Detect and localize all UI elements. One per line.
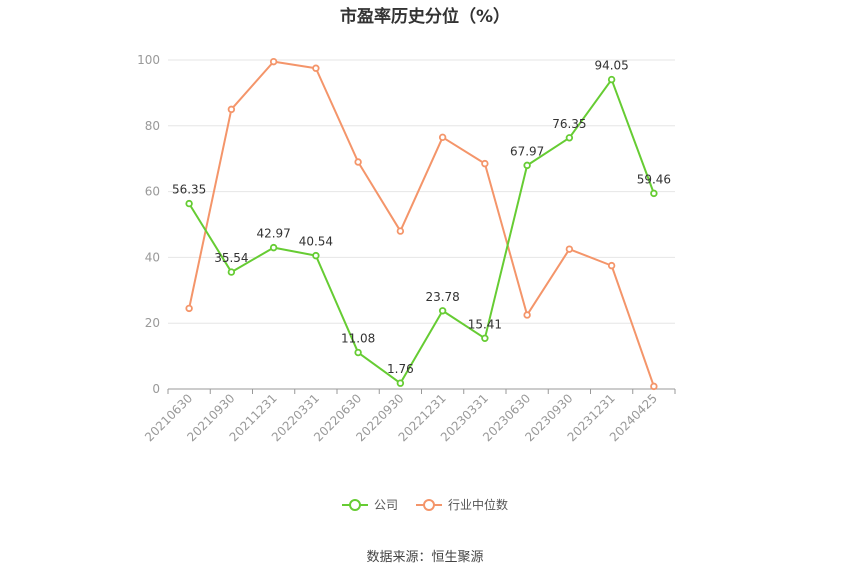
y-tick-label: 60 [145, 185, 160, 199]
series-point-1 [650, 382, 658, 391]
series-point-1 [227, 105, 236, 114]
data-label: 35.54 [214, 251, 248, 265]
data-label: 42.97 [256, 227, 290, 241]
y-tick-label: 40 [145, 250, 160, 264]
y-tick-label: 100 [137, 53, 160, 67]
data-label: 76.35 [552, 117, 586, 131]
series-point-1 [481, 159, 489, 168]
series-point-0 [227, 268, 236, 276]
chart-title: 市盈率历史分位（%） [339, 7, 511, 27]
series-point-0 [185, 199, 193, 208]
series-point-0 [438, 307, 447, 315]
series-point-1 [607, 261, 616, 270]
legend: 公司 行业中位数 [0, 496, 850, 513]
series-line-0 [188, 78, 655, 385]
legend-swatch-company [341, 498, 368, 511]
series-point-0 [523, 161, 531, 170]
series-point-0 [607, 75, 616, 84]
series-point-1 [523, 311, 531, 319]
series-point-1 [312, 64, 320, 72]
y-tick-label: 20 [145, 316, 160, 330]
series-point-1 [185, 304, 193, 313]
series-point-1 [396, 227, 405, 235]
series-point-0 [396, 379, 405, 387]
data-label: 11.08 [341, 332, 375, 346]
series-point-0 [481, 334, 489, 343]
legend-item-industry-median[interactable]: 行业中位数 [416, 496, 508, 513]
series-point-0 [565, 134, 574, 142]
series-point-0 [312, 251, 320, 260]
legend-label-company: 公司 [373, 498, 398, 512]
source-note: 数据来源：恒生聚源 [366, 550, 484, 565]
legend-label-industry-median: 行业中位数 [448, 498, 509, 512]
data-label: 23.78 [425, 290, 459, 304]
data-label: 67.97 [510, 144, 544, 158]
data-label: 59.46 [637, 172, 671, 186]
series-point-1 [565, 245, 574, 253]
series-point-1 [269, 57, 278, 66]
series-line-1 [188, 60, 655, 387]
y-tick-label: 80 [145, 119, 160, 133]
data-label: 15.41 [468, 317, 502, 331]
legend-swatch-industry-median [416, 498, 442, 511]
series-point-0 [354, 348, 362, 357]
legend-item-company[interactable]: 公司 [341, 496, 398, 513]
series-point-1 [354, 158, 362, 166]
data-label: 56.35 [172, 183, 206, 197]
series-point-0 [650, 189, 658, 198]
y-tick-label: 0 [152, 382, 160, 396]
series-point-1 [438, 133, 447, 142]
data-label: 1.76 [387, 362, 414, 376]
series-point-0 [269, 243, 278, 252]
data-label: 40.54 [299, 235, 333, 249]
data-label: 94.05 [594, 59, 628, 73]
